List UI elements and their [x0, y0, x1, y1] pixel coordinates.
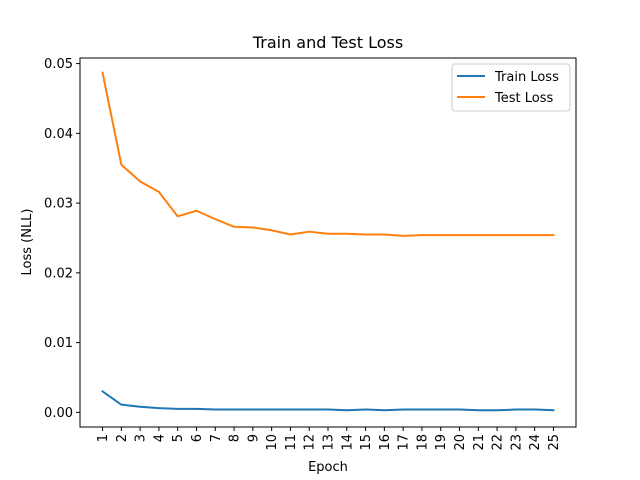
x-tick-label: 18 [415, 434, 430, 451]
y-tick-label: 0.04 [44, 127, 73, 142]
series-line-test-loss [101, 71, 555, 237]
x-tick-label: 7 [209, 434, 224, 442]
x-tick-label: 10 [265, 434, 280, 451]
chart-title: Train and Test Loss [252, 33, 403, 52]
x-axis-label: Epoch [308, 460, 348, 475]
plot-frame [79, 57, 577, 428]
y-tick-label: 0.02 [44, 266, 73, 281]
plot-area [80, 58, 576, 427]
x-tick-label: 9 [246, 434, 261, 442]
legend: Train Loss Test Loss [451, 63, 571, 112]
legend-label-train-loss: Train Loss [494, 70, 559, 85]
x-tick-label: 8 [228, 434, 243, 442]
x-tick-label: 4 [152, 434, 167, 442]
y-tick-label: 0.01 [44, 336, 73, 351]
x-tick-label: 1 [96, 434, 111, 442]
x-tick-label: 24 [528, 434, 543, 451]
y-tick-label: 0.05 [44, 57, 73, 72]
x-tick-label: 21 [472, 434, 487, 451]
x-tick-label: 11 [284, 434, 299, 451]
x-tick-label: 19 [434, 434, 449, 451]
x-tick-label: 25 [547, 434, 562, 451]
y-axis-ticks: 0.00 0.01 0.02 0.03 0.04 0.05 [44, 57, 80, 421]
legend-label-test-loss: Test Loss [494, 91, 553, 106]
x-tick-label: 16 [378, 434, 393, 451]
x-tick-label: 13 [322, 434, 337, 451]
y-tick-label: 0.00 [44, 406, 73, 421]
y-tick-label: 0.03 [44, 197, 73, 212]
y-axis-label: Loss (NLL) [20, 209, 35, 276]
series-layer [101, 71, 555, 412]
x-tick-label: 12 [303, 434, 318, 451]
x-tick-label: 2 [115, 434, 130, 442]
series-line-train-loss [101, 390, 555, 412]
x-tick-label: 3 [134, 434, 149, 442]
x-tick-label: 20 [453, 434, 468, 451]
x-tick-label: 6 [190, 434, 205, 442]
x-tick-label: 14 [340, 434, 355, 451]
x-tick-label: 15 [359, 434, 374, 451]
x-tick-label: 17 [397, 434, 412, 451]
x-tick-label: 23 [509, 434, 524, 451]
x-tick-label: 5 [171, 434, 186, 442]
x-tick-label: 22 [491, 434, 506, 451]
x-axis-ticks: 1 2 3 4 5 6 7 8 9 10 11 12 13 14 15 16 17 18 19 20 21 22 23 24 2… [96, 427, 562, 451]
